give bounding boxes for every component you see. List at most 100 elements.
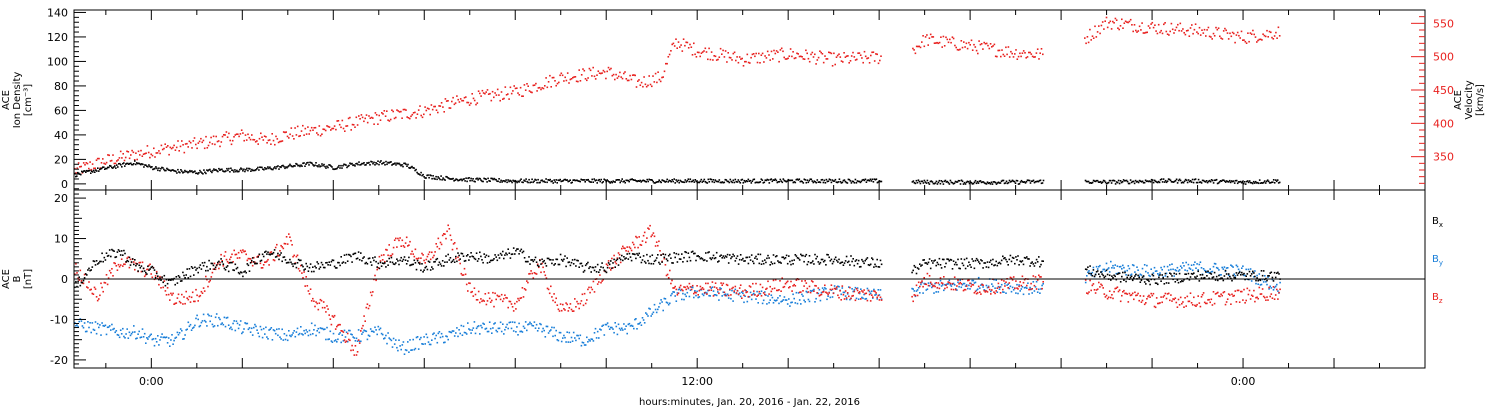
bz-point-4: [78, 279, 80, 281]
velocity-point-202: [331, 127, 333, 130]
velocity-point-872: [1256, 41, 1258, 43]
bx-point-336: [440, 265, 443, 267]
velocity-point-145: [258, 137, 261, 140]
velocity-point-42: [127, 151, 130, 153]
velocity-point-7: [82, 162, 85, 164]
by-point-289: [389, 338, 392, 341]
bz-point-317: [420, 257, 422, 259]
ion-density-point-439: [513, 180, 515, 183]
velocity-point-401: [584, 78, 587, 80]
ion-density-point-230: [304, 165, 306, 167]
ion-density-point-260: [334, 168, 336, 170]
bx-point-836: [1016, 259, 1018, 261]
ion-density-point-165: [239, 168, 241, 171]
bx-point-770: [944, 266, 946, 268]
velocity-point-536: [756, 61, 759, 64]
velocity-point-81: [177, 140, 179, 142]
ion-density-point-874: [978, 180, 981, 183]
velocity-point-790: [1151, 21, 1154, 24]
bx-point-773: [947, 258, 949, 261]
velocity-point-670: [957, 49, 960, 51]
ion-density-point-813: [917, 179, 920, 181]
by-point-1033: [1272, 289, 1275, 291]
ion-density-point-72: [146, 165, 148, 168]
ion-density-point-34: [108, 166, 110, 169]
velocity-point-52: [140, 149, 142, 152]
by-point-391: [500, 330, 503, 333]
velocity-point-326: [489, 92, 491, 95]
by-point-909: [1137, 269, 1139, 271]
by-point-365: [472, 327, 475, 329]
ion-density-point-146: [220, 168, 222, 171]
ion-density-point-1078: [1223, 180, 1226, 182]
by-point-429: [542, 327, 544, 330]
bx-point-884: [1110, 279, 1112, 281]
ion-density-point-985: [1130, 181, 1133, 184]
velocity-point-335: [500, 91, 503, 93]
bx-point-442: [556, 258, 559, 261]
ion-density-point-307: [381, 163, 383, 165]
by-point-205: [297, 333, 300, 336]
velocity-point-282: [433, 105, 435, 108]
bz-point-609: [738, 287, 741, 289]
by-point-709: [848, 286, 850, 288]
bx-point-205: [297, 258, 300, 261]
bz-point-333: [437, 237, 440, 240]
by-point-186: [277, 334, 279, 337]
ion-density-point-236: [310, 161, 312, 164]
ion-density-point-662: [736, 181, 739, 183]
by-point-71: [151, 338, 154, 341]
bz-point-397: [507, 306, 509, 309]
bx-point-384: [493, 258, 495, 260]
ion-density-point-280: [354, 165, 356, 167]
by-point-988: [1223, 266, 1226, 268]
ion-density-point-1115: [1260, 182, 1263, 184]
ion-density-point-1062: [1207, 180, 1210, 183]
by-point-266: [364, 330, 366, 332]
ion-density-point-287: [361, 162, 363, 165]
by-point-759: [932, 284, 934, 287]
bz-point-992: [1227, 293, 1230, 295]
by-point-54: [133, 325, 135, 327]
bz-point-205: [297, 267, 300, 270]
ion-density-point-732: [806, 179, 809, 181]
velocity-point-672: [960, 40, 963, 42]
by-point-549: [673, 291, 675, 293]
velocity-point-724: [1026, 56, 1029, 58]
bz-point-409: [520, 297, 523, 299]
bz-point-1: [75, 263, 77, 265]
ion-density-point-946: [1091, 181, 1094, 184]
by-point-140: [226, 316, 229, 319]
ion-density-point-631: [705, 181, 708, 184]
bz-point-983: [1218, 295, 1220, 297]
bx-point-807: [984, 262, 987, 264]
by-point-939: [1170, 268, 1172, 271]
ion-density-point-377: [451, 178, 453, 180]
ion-density-point-968: [1113, 180, 1116, 182]
bz-point-8: [82, 282, 85, 285]
by-point-704: [842, 291, 845, 294]
bx-point-291: [391, 261, 394, 264]
ion-density-point-528: [602, 181, 604, 183]
bz-point-355: [461, 274, 464, 276]
ion-density-point-314: [388, 162, 390, 164]
velocity-point-731: [1035, 52, 1038, 54]
ion-density-point-681: [755, 181, 758, 184]
ion-density-point-8: [82, 171, 84, 173]
bx-point-45: [123, 249, 125, 252]
ion-density-point-541: [615, 179, 617, 181]
ion-density-point-448: [522, 181, 524, 184]
ion-density-point-198: [272, 168, 274, 171]
by-point-87: [169, 345, 171, 347]
by-point-293: [393, 343, 396, 345]
ion-density-point-513: [587, 178, 589, 181]
bx-point-187: [278, 258, 280, 261]
data-layer: [74, 16, 1281, 356]
by-point-770: [944, 283, 946, 286]
by-points: [74, 260, 1281, 355]
by-point-979: [1213, 262, 1216, 265]
bz-point-911: [1139, 295, 1142, 297]
velocity-point-140: [252, 138, 254, 141]
ion-density-point-151: [225, 170, 227, 172]
velocity-point-657: [941, 46, 943, 48]
